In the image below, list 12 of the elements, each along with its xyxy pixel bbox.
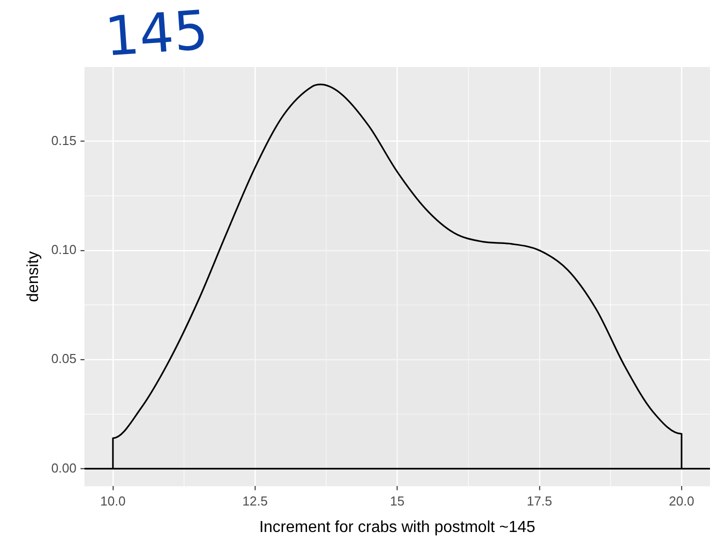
x-tick-label: 17.5 [526, 494, 552, 509]
y-tick-label: 0.15 [51, 132, 76, 148]
annotation: 145 [102, 0, 210, 69]
x-tick-label: 15 [390, 494, 404, 509]
x-axis-title: Increment for crabs with postmolt ~145 [259, 518, 536, 536]
x-tick-label: 12.5 [242, 494, 268, 509]
x-tick-label: 20.0 [668, 494, 694, 509]
y-tick-label: 0.05 [51, 351, 76, 366]
y-tick-label: 0.10 [51, 242, 76, 257]
x-tick-label: 10.0 [100, 494, 126, 509]
y-axis-title: density [25, 251, 42, 302]
y-tick-label: 0.00 [51, 460, 76, 476]
